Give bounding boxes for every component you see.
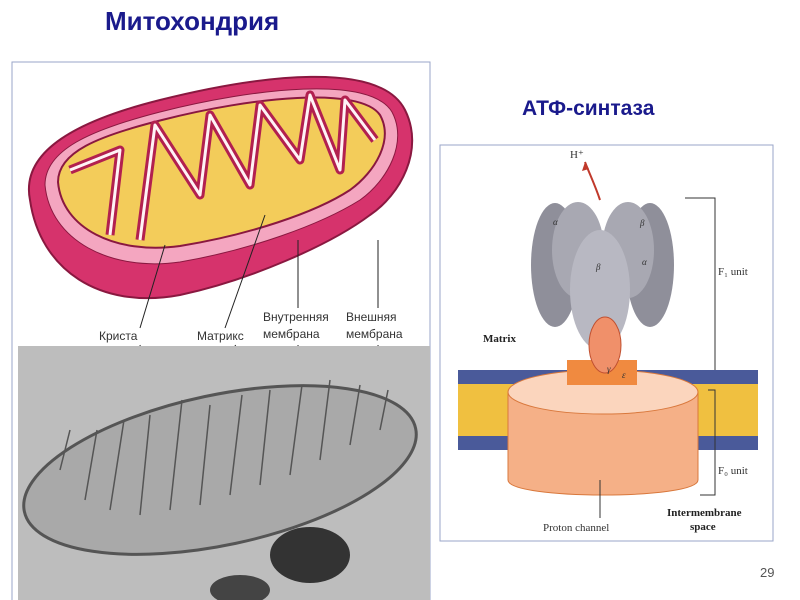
unit-brackets [685,197,716,496]
cristae-lumen [69,93,377,241]
label-beta: β [639,218,645,228]
mitochondrion-section [22,384,418,556]
fo-ring [507,391,699,496]
label-alpha: α [553,217,558,227]
label-intermembrane: Intermembrane [667,507,742,519]
label-beta: β [595,262,601,272]
micrograph-granule [270,527,350,583]
micrograph-crista [59,379,389,516]
mitochondrion-illustration [27,75,414,300]
label-matrix: Matrix [483,333,516,345]
label-fo-unit: F₀ unit [718,465,748,477]
label-proton-channel: Proton channel [543,522,609,534]
label-alpha: α [642,257,647,267]
page-number: 29 [760,565,774,580]
leader-line [224,214,266,329]
micrograph-cristae [59,379,389,516]
crista-inner [69,93,377,241]
label-epsilon: ε [622,370,626,380]
label-outer-membrane: Внешняя [346,310,397,324]
micrograph-granule [210,575,270,600]
atp-synthase-illustration [458,161,758,518]
label-crista: Криста [99,329,138,343]
label-gamma: γ [607,364,611,374]
left-frame [11,61,431,600]
label-outer-membrane: мембрана [346,327,403,341]
slide-subtitle: АТФ-синтаза [522,97,655,120]
label-matrix: Матрикс [197,329,244,343]
label-inner-membrane: Внутренняя [263,310,329,324]
proton-arrowhead [582,162,589,171]
label-intermembrane: space [690,521,716,533]
label-inner-membrane: мембрана [263,327,320,341]
label-f1-unit: F₁ unit [718,266,748,278]
electron-micrograph [18,346,430,600]
slide-title: Митохондрия [105,6,279,36]
subunit-beta [570,230,630,350]
label-proton: H⁺ [570,149,584,161]
leader-line [139,244,166,329]
gamma-stalk [588,316,622,374]
